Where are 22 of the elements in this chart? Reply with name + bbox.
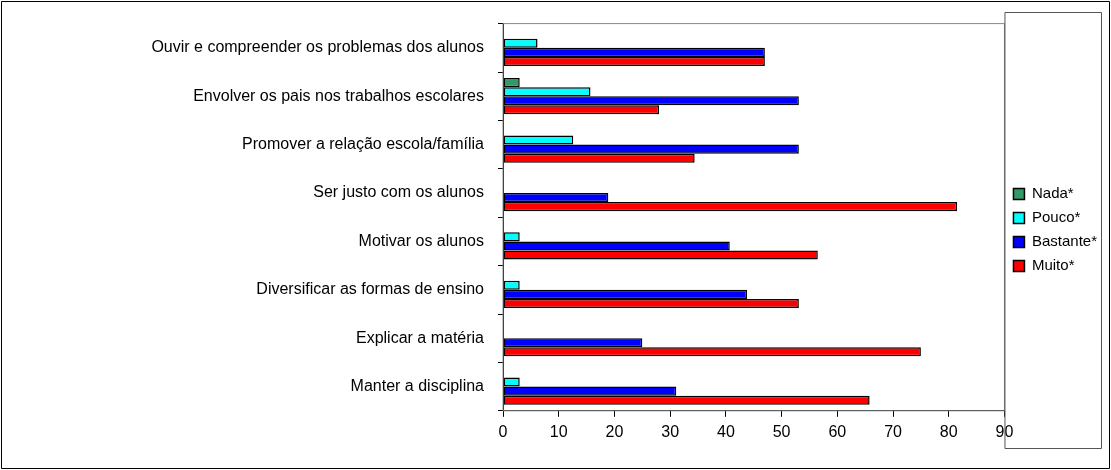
x-tick-label: 20 <box>605 422 624 440</box>
y-tick-label: Manter a disciplina <box>350 377 485 395</box>
legend-label: Nada* <box>1031 184 1074 202</box>
y-tick-label: Ouvir e compreender os problemas dos alunos <box>151 38 484 56</box>
y-tick-label: Envolver os pais nos trabalhos escolares <box>193 86 484 104</box>
x-tick-label: 70 <box>884 422 903 440</box>
legend-label: Bastante* <box>1031 232 1098 250</box>
y-tick-label: Explicar a matéria <box>355 328 485 346</box>
y-tick-label: Motivar os alunos <box>358 231 484 249</box>
x-tick-label: 0 <box>498 422 508 440</box>
x-tick-label: 30 <box>661 422 680 440</box>
legend-label: Pouco* <box>1031 208 1081 226</box>
x-tick-label: 80 <box>939 422 958 440</box>
x-tick-label: 60 <box>828 422 847 440</box>
x-tick-label: 90 <box>995 422 1014 440</box>
y-tick-label: Ser justo com os alunos <box>313 183 484 201</box>
y-tick-label: Promover a relação escola/família <box>242 135 485 153</box>
legend-label: Muito* <box>1031 256 1075 274</box>
x-tick-label: 40 <box>716 422 735 440</box>
x-tick-label: 10 <box>549 422 568 440</box>
x-tick-label: 50 <box>772 422 791 440</box>
y-tick-label: Diversificar as formas de ensino <box>256 280 485 298</box>
